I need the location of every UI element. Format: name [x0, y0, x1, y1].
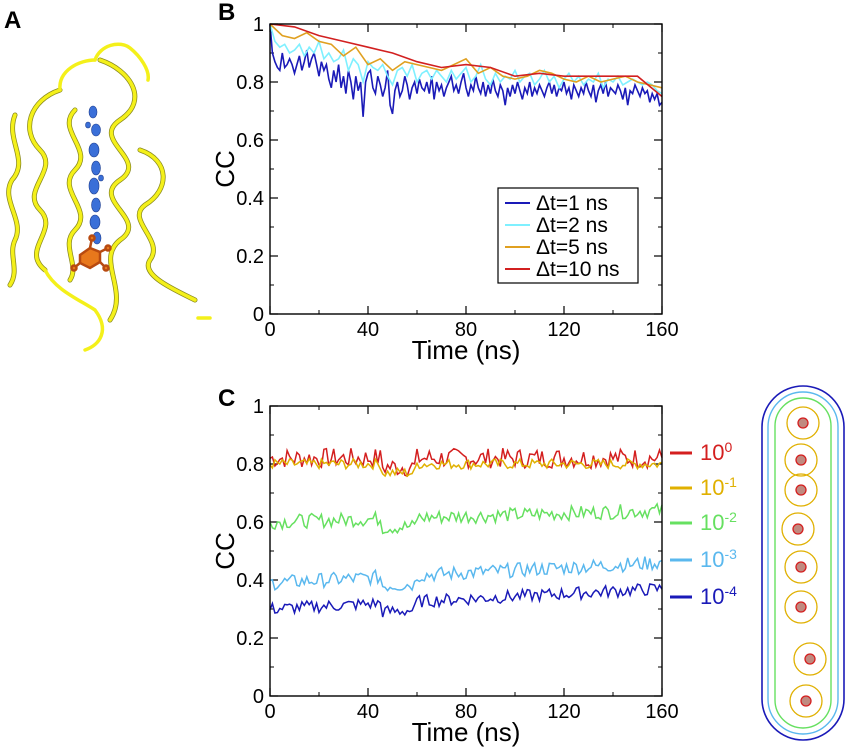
- panel-b-y-axis-title: CC: [210, 150, 240, 188]
- scale-legend-exponent: -4: [724, 583, 737, 599]
- panel-b-series-line-2: [269, 23, 663, 89]
- scale-legend-label-2: 10-2: [700, 509, 737, 535]
- panel-c-series-line-0: [269, 447, 663, 478]
- scale-legend-label-1: 10-1: [700, 474, 737, 500]
- scale-legend-base: 10: [700, 440, 724, 465]
- panel-b-ytick-label: 0.4: [236, 188, 264, 210]
- panel-b-xtick-label: 40: [357, 319, 379, 341]
- panel-c-ytick-label: 1: [253, 396, 264, 418]
- scale-legend-exponent: -2: [724, 509, 737, 525]
- panel-b-xtick-label: 0: [264, 319, 275, 341]
- scale-legend-base: 10: [700, 475, 724, 500]
- scale-legend-label-4: 10-4: [700, 583, 737, 609]
- panel-b-ytick-label: 0.8: [236, 72, 264, 94]
- panel-c-y-axis-title: CC: [210, 532, 240, 570]
- panel-a-letter: A: [4, 7, 21, 34]
- panel-c-series-line-1: [269, 457, 663, 478]
- scale-legend-exponent: 0: [724, 439, 732, 455]
- legend-label-dt10: Δt=10 ns: [536, 258, 620, 281]
- panel-c-ytick-label: 0.4: [236, 570, 264, 592]
- panel-c-frame: [269, 405, 663, 697]
- panel-b-series-line-0: [269, 23, 663, 117]
- panel-c-xtick-label: 160: [645, 701, 678, 723]
- panel-c-series-line-4: [269, 583, 663, 618]
- panel-b-ytick-label: 1: [253, 14, 264, 36]
- panel-c-series-line-2: [269, 502, 663, 535]
- panel-b-ytick-label: 0.2: [236, 246, 264, 268]
- scale-legend-label-3: 10-3: [700, 546, 737, 572]
- scale-legend-label-0: 100: [700, 439, 732, 465]
- scale-legend-base: 10: [700, 510, 724, 535]
- legend-label-dt5: Δt=5 ns: [536, 236, 608, 259]
- scale-legend-exponent: -1: [724, 474, 737, 490]
- protein-ribbon-illustration: [6, 42, 212, 352]
- legend-label-dt2: Δt=2 ns: [536, 214, 608, 237]
- panel-c-x-axis-title: Time (ns): [412, 717, 521, 747]
- panel-b-letter: B: [218, 0, 235, 26]
- density-contour-illustration: [761, 385, 845, 741]
- legend-label-dt1: Δt=1 ns: [536, 192, 608, 215]
- panel-b-chart: 0 40 80 120 160 0 0.2 0.4 0.6 0.8 1 Time (ns) CC: [210, 14, 679, 365]
- panel-b-frame: [269, 23, 663, 315]
- scale-legend-base: 10: [700, 584, 724, 609]
- panel-c-ytick-label: 0.6: [236, 512, 264, 534]
- panel-c-xtick-label: 0: [264, 701, 275, 723]
- panel-c-letter: C: [218, 385, 235, 412]
- panel-c-xtick-label: 40: [357, 701, 379, 723]
- panel-b-xtick-label: 80: [455, 319, 477, 341]
- panel-b-ytick-label: 0.6: [236, 130, 264, 152]
- panel-c-xtick-label: 120: [547, 701, 580, 723]
- panel-b-x-axis-title: Time (ns): [412, 335, 521, 365]
- panel-c-xtick-label: 80: [455, 701, 477, 723]
- panel-b-ytick-label: 0: [253, 304, 264, 326]
- panel-c-series-line-3: [269, 556, 663, 592]
- panel-c-ytick-label: 0.8: [236, 454, 264, 476]
- panel-c-chart: 0 40 80 120 160 0 0.2 0.4 0.6 0.8 1 Time (ns) CC: [210, 396, 679, 747]
- panel-b-xtick-label: 160: [645, 319, 678, 341]
- scale-legend-exponent: -3: [724, 546, 737, 562]
- panel-b-xtick-label: 120: [547, 319, 580, 341]
- panel-b-series-line-3: [269, 23, 663, 98]
- panel-b-legend: Δt=1 ns Δt=2 ns Δt=5 ns Δt=10 ns: [497, 187, 639, 284]
- panel-c-ytick-label: 0: [253, 686, 264, 708]
- panel-c-ytick-label: 0.2: [236, 628, 264, 650]
- scale-legend-base: 10: [700, 547, 724, 572]
